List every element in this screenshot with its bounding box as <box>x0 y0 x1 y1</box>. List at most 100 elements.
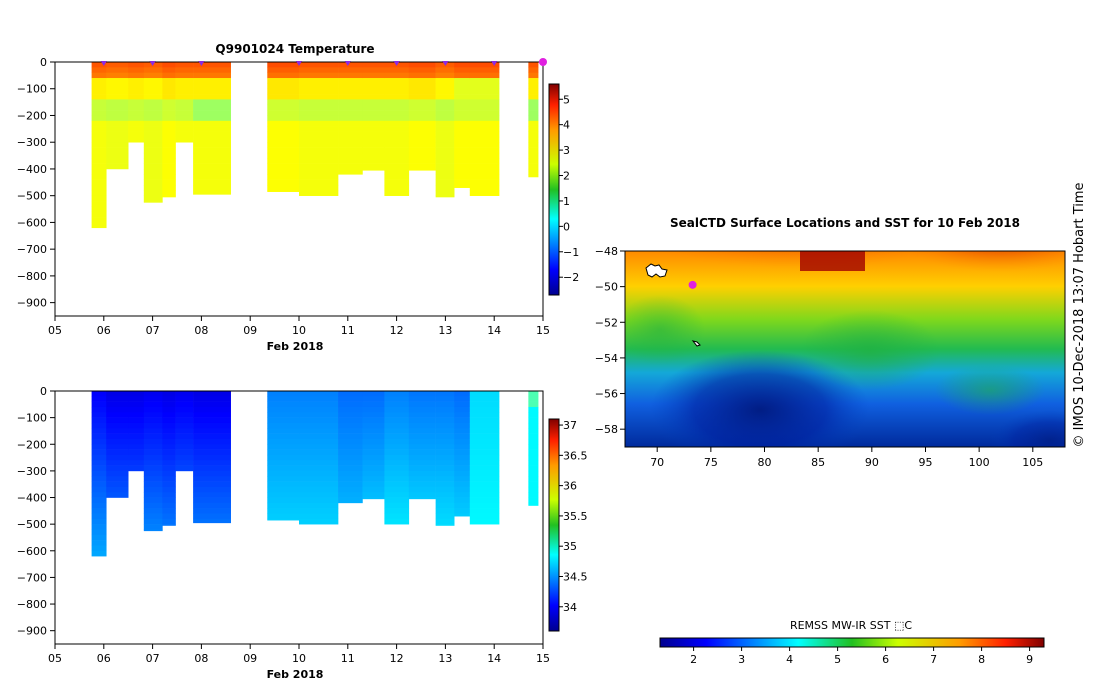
profile-cell <box>362 433 385 440</box>
profile-cell <box>91 492 107 498</box>
profile-cell <box>469 110 500 116</box>
profile-cell <box>528 391 539 397</box>
profile-cell <box>143 152 163 159</box>
profile-cell <box>162 78 176 84</box>
profile-cell <box>267 62 300 68</box>
temperature-title: Q9901024 Temperature <box>215 42 374 56</box>
profile-cell <box>106 481 129 488</box>
sst-colorbar-tick-label: 3 <box>738 653 745 666</box>
profile-cell <box>454 115 471 122</box>
profile-cell <box>106 120 129 127</box>
profile-cell <box>267 104 300 111</box>
y-tick-label: 0 <box>40 385 47 398</box>
profile-cell <box>338 438 363 445</box>
profile-cell <box>299 67 339 73</box>
profile-cell <box>299 110 339 116</box>
profile-cell <box>362 481 385 488</box>
profile-cell <box>454 406 471 413</box>
profile-cell <box>469 476 500 482</box>
profile-cell <box>128 88 145 95</box>
profile-cell <box>454 184 471 188</box>
profile-cell <box>91 529 107 536</box>
profile-cell <box>91 211 107 218</box>
profile-cell <box>454 465 471 472</box>
profile-cell <box>128 449 145 456</box>
profile-cell <box>454 142 471 148</box>
profile-cell <box>338 83 363 90</box>
profile-cell <box>106 401 129 408</box>
profile-cell <box>435 136 455 143</box>
profile-cell <box>454 396 471 402</box>
profile-cell <box>128 120 145 127</box>
profile-cell <box>362 67 385 73</box>
profile-cell <box>128 136 145 143</box>
y-tick-label: −800 <box>17 598 47 611</box>
profile-cell <box>454 120 471 127</box>
profile-cell <box>454 486 471 493</box>
map-x-tick-label: 70 <box>650 456 664 469</box>
profile-cell <box>435 508 455 514</box>
profile-cell <box>175 120 194 127</box>
profile-cell <box>91 444 107 450</box>
profile-cell <box>454 454 471 461</box>
profile-cell <box>91 168 107 175</box>
profile-cell <box>106 88 129 95</box>
profile-cell <box>162 168 176 175</box>
profile-cell <box>267 428 300 434</box>
profile-cell <box>106 115 129 122</box>
profile-cell <box>91 83 107 90</box>
profile-cell <box>469 136 500 143</box>
profile-cell <box>338 497 363 504</box>
profile-cell <box>143 396 163 402</box>
profile-cell <box>469 67 500 73</box>
profile-cell <box>267 99 300 106</box>
profile-cell <box>408 492 436 498</box>
temperature-x-ticks: 05 06 07 08 09 10 11 12 13 14 15 <box>48 316 550 337</box>
profile-cell <box>193 94 231 100</box>
profile-cell <box>469 486 500 493</box>
profile-cell <box>91 67 107 73</box>
profile-cell <box>106 428 129 434</box>
profile-cell <box>299 136 339 143</box>
profile-cell <box>299 433 339 440</box>
profile-cell <box>528 492 539 498</box>
profile-cell <box>408 454 436 461</box>
colorbar-tick-label: 36 <box>563 480 577 493</box>
profile-cell <box>91 163 107 170</box>
profile-cell <box>106 136 129 143</box>
profile-cell <box>384 502 410 509</box>
profile-cell <box>362 396 385 402</box>
profile-cell <box>106 438 129 445</box>
profile-cell <box>91 396 107 402</box>
profile-cell <box>408 99 436 106</box>
profile-cell <box>469 184 500 191</box>
profile-cell <box>175 444 194 450</box>
profile-cell <box>267 190 300 192</box>
profile-cell <box>435 449 455 456</box>
profile-cell <box>267 67 300 73</box>
profile-cell <box>454 428 471 434</box>
profile-cell <box>338 391 363 397</box>
profile-cell <box>162 449 176 456</box>
profile-cell <box>384 486 410 493</box>
profile-cell <box>143 190 163 196</box>
profile-cell <box>299 179 339 186</box>
profile-cell <box>362 406 385 413</box>
profile-cell <box>193 126 231 132</box>
profile-cell <box>435 184 455 191</box>
profile-cell <box>143 83 163 90</box>
y-tick-label: −200 <box>17 438 47 451</box>
profile-cell <box>128 433 145 440</box>
profile-cell <box>469 120 500 127</box>
profile-cell <box>128 454 145 461</box>
profile-cell <box>435 190 455 196</box>
surface-marker <box>491 61 498 66</box>
profile-cell <box>162 88 176 95</box>
profile-cell <box>143 163 163 170</box>
profile-cell <box>299 78 339 84</box>
map-x-ticks: 70 75 80 85 90 95 100 105 <box>650 447 1043 469</box>
y-tick-label: 0 <box>40 56 47 69</box>
x-tick-label: 07 <box>146 324 160 337</box>
profile-cell <box>408 158 436 164</box>
profile-cell <box>435 401 455 408</box>
